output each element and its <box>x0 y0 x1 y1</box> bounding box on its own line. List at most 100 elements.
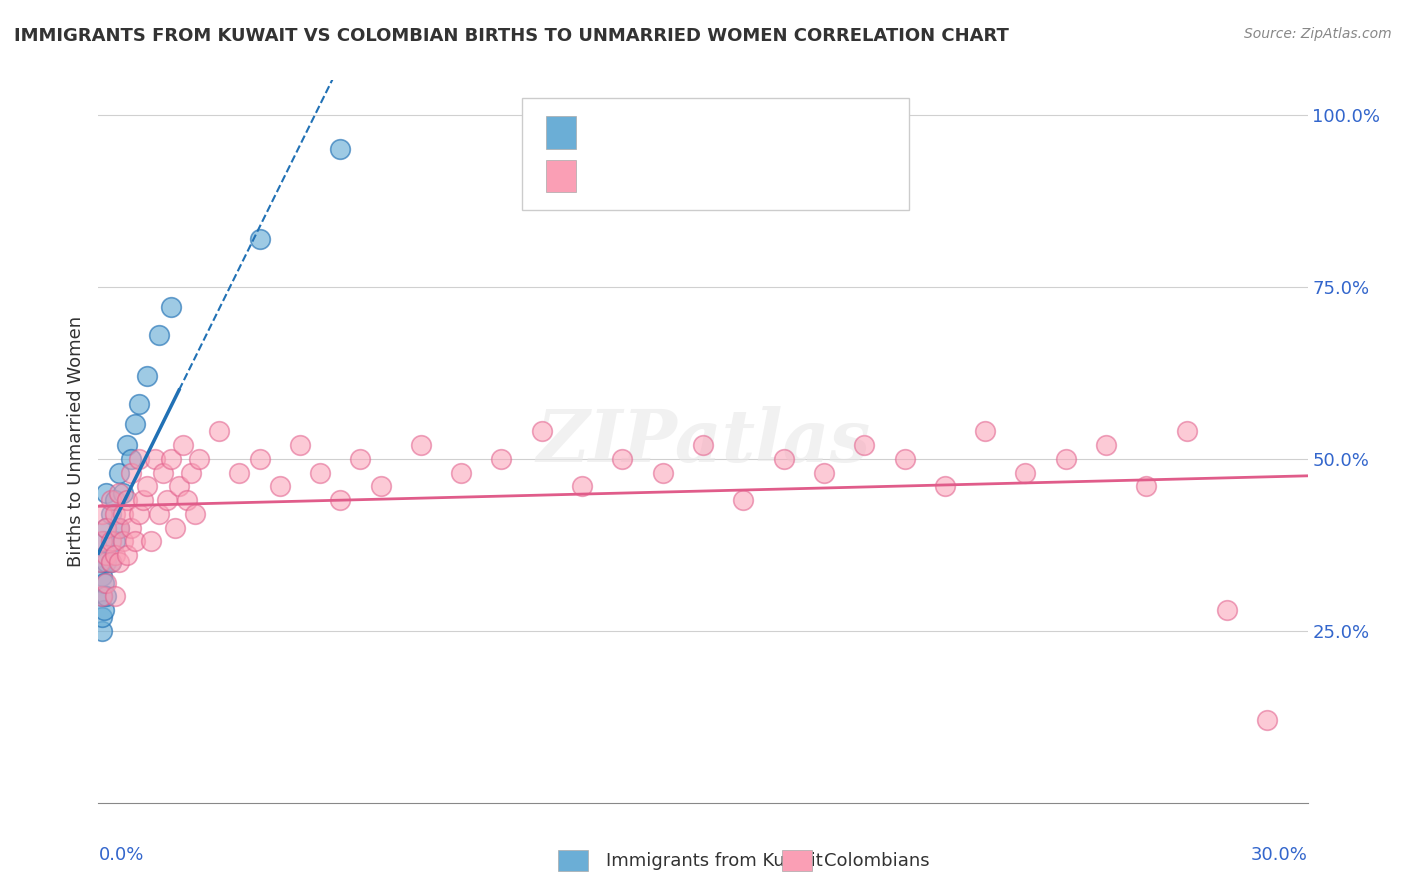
Point <box>111 507 134 521</box>
Point <box>100 555 122 569</box>
Point <box>249 451 271 466</box>
Point <box>124 534 146 549</box>
Point <box>530 424 553 438</box>
Text: R = 0.018: R = 0.018 <box>588 167 686 185</box>
Point <box>120 466 142 480</box>
Point <box>188 451 211 466</box>
Point <box>120 451 142 466</box>
Point <box>135 369 157 384</box>
Point <box>450 466 472 480</box>
Point <box>124 417 146 432</box>
Text: 0.0%: 0.0% <box>98 847 143 864</box>
Point <box>329 142 352 156</box>
Point <box>96 520 118 534</box>
Point <box>288 438 311 452</box>
Point <box>1175 424 1198 438</box>
Point <box>491 451 513 466</box>
Point <box>115 548 138 562</box>
Point <box>184 507 207 521</box>
Text: R = 0.596: R = 0.596 <box>588 123 686 141</box>
Point <box>91 624 114 638</box>
Point <box>111 486 134 500</box>
Point <box>152 466 174 480</box>
Point <box>853 438 876 452</box>
Point <box>160 451 183 466</box>
Point <box>208 424 231 438</box>
Point <box>148 327 170 342</box>
Point <box>103 534 125 549</box>
Y-axis label: Births to Unmarried Women: Births to Unmarried Women <box>66 316 84 567</box>
Point <box>91 555 114 569</box>
Point <box>148 507 170 521</box>
Point <box>120 520 142 534</box>
Point <box>107 466 129 480</box>
Point <box>135 479 157 493</box>
Text: N = 28: N = 28 <box>734 123 801 141</box>
Text: Source: ZipAtlas.com: Source: ZipAtlas.com <box>1244 27 1392 41</box>
Point <box>91 590 114 604</box>
Point <box>96 575 118 590</box>
Point <box>249 231 271 245</box>
Point <box>132 493 155 508</box>
Point <box>651 466 673 480</box>
Point <box>128 507 150 521</box>
Point <box>103 548 125 562</box>
Point <box>96 555 118 569</box>
Point <box>370 479 392 493</box>
Point <box>692 438 714 452</box>
Point <box>115 438 138 452</box>
Point <box>1095 438 1118 452</box>
Point <box>91 610 114 624</box>
Point <box>143 451 166 466</box>
Point <box>100 493 122 508</box>
Point <box>91 590 114 604</box>
Point <box>772 451 794 466</box>
FancyBboxPatch shape <box>782 850 811 871</box>
Point <box>1216 603 1239 617</box>
Point <box>349 451 371 466</box>
Point <box>103 507 125 521</box>
Point <box>96 520 118 534</box>
Point <box>107 520 129 534</box>
Point <box>111 534 134 549</box>
Point <box>309 466 332 480</box>
FancyBboxPatch shape <box>558 850 588 871</box>
Point <box>107 555 129 569</box>
Point <box>91 534 114 549</box>
Point <box>100 555 122 569</box>
Point <box>1054 451 1077 466</box>
Point <box>571 479 593 493</box>
Point <box>156 493 179 508</box>
Point <box>93 575 115 590</box>
Point <box>91 568 114 582</box>
Point <box>93 603 115 617</box>
Point <box>89 555 111 569</box>
Point <box>172 438 194 452</box>
Text: Immigrants from Kuwait: Immigrants from Kuwait <box>606 852 823 870</box>
Point <box>107 486 129 500</box>
Point <box>167 479 190 493</box>
Point <box>228 466 250 480</box>
Text: 30.0%: 30.0% <box>1251 847 1308 864</box>
Text: IMMIGRANTS FROM KUWAIT VS COLOMBIAN BIRTHS TO UNMARRIED WOMEN CORRELATION CHART: IMMIGRANTS FROM KUWAIT VS COLOMBIAN BIRT… <box>14 27 1010 45</box>
Point <box>163 520 186 534</box>
FancyBboxPatch shape <box>546 116 576 149</box>
Point <box>139 534 162 549</box>
Point <box>160 301 183 315</box>
Point <box>115 493 138 508</box>
Point <box>1256 713 1278 727</box>
Point <box>91 507 114 521</box>
Point <box>813 466 835 480</box>
Point <box>893 451 915 466</box>
Text: N = 71: N = 71 <box>734 167 801 185</box>
Point <box>103 590 125 604</box>
Point <box>329 493 352 508</box>
Point <box>1014 466 1036 480</box>
Text: Colombians: Colombians <box>824 852 929 870</box>
Point <box>733 493 755 508</box>
Point <box>96 486 118 500</box>
Point <box>107 520 129 534</box>
Point <box>128 397 150 411</box>
Point <box>612 451 634 466</box>
FancyBboxPatch shape <box>546 160 576 193</box>
